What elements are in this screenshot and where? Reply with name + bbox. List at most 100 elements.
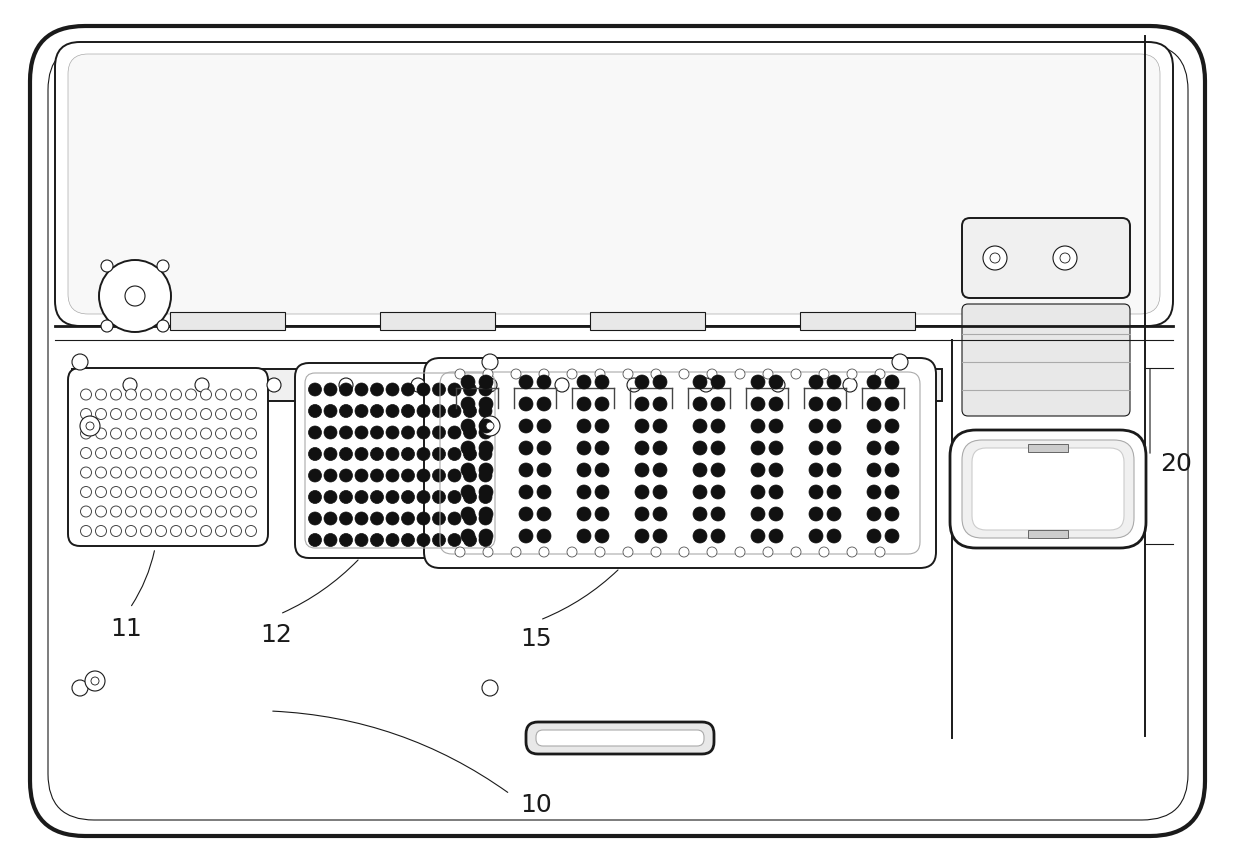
Circle shape bbox=[86, 671, 105, 691]
Circle shape bbox=[693, 463, 707, 477]
FancyBboxPatch shape bbox=[962, 440, 1135, 538]
Circle shape bbox=[751, 375, 765, 389]
Circle shape bbox=[464, 490, 476, 503]
Circle shape bbox=[595, 463, 609, 477]
Circle shape bbox=[653, 485, 667, 499]
Circle shape bbox=[539, 547, 549, 557]
Circle shape bbox=[216, 408, 227, 419]
Circle shape bbox=[769, 441, 782, 455]
Circle shape bbox=[693, 507, 707, 521]
Circle shape bbox=[309, 383, 321, 396]
Circle shape bbox=[983, 246, 1007, 270]
Circle shape bbox=[417, 426, 430, 439]
Circle shape bbox=[355, 405, 368, 418]
Circle shape bbox=[520, 507, 533, 521]
Circle shape bbox=[847, 369, 857, 379]
Circle shape bbox=[355, 490, 368, 503]
Circle shape bbox=[537, 463, 551, 477]
Circle shape bbox=[693, 397, 707, 411]
Circle shape bbox=[417, 533, 430, 546]
Circle shape bbox=[72, 354, 88, 370]
Bar bbox=[1028, 530, 1068, 538]
Circle shape bbox=[81, 467, 92, 478]
Bar bbox=[590, 312, 706, 330]
Circle shape bbox=[95, 526, 107, 537]
Circle shape bbox=[340, 383, 352, 396]
Circle shape bbox=[355, 426, 368, 439]
Circle shape bbox=[81, 526, 92, 537]
Circle shape bbox=[827, 507, 841, 521]
Circle shape bbox=[769, 485, 782, 499]
Circle shape bbox=[537, 441, 551, 455]
Circle shape bbox=[448, 383, 461, 396]
FancyBboxPatch shape bbox=[962, 218, 1130, 298]
Circle shape bbox=[537, 485, 551, 499]
Circle shape bbox=[309, 405, 321, 418]
Circle shape bbox=[157, 260, 169, 272]
Circle shape bbox=[140, 486, 151, 497]
Circle shape bbox=[246, 389, 257, 400]
Circle shape bbox=[595, 507, 609, 521]
Circle shape bbox=[827, 419, 841, 433]
Circle shape bbox=[448, 512, 461, 525]
Circle shape bbox=[577, 507, 591, 521]
Circle shape bbox=[680, 369, 689, 379]
Circle shape bbox=[711, 463, 725, 477]
Circle shape bbox=[324, 448, 337, 461]
Text: 12: 12 bbox=[260, 623, 291, 647]
Circle shape bbox=[595, 397, 609, 411]
FancyBboxPatch shape bbox=[295, 363, 505, 558]
Circle shape bbox=[479, 397, 494, 411]
FancyBboxPatch shape bbox=[950, 430, 1146, 548]
Circle shape bbox=[171, 448, 181, 459]
Text: 11: 11 bbox=[110, 617, 141, 641]
Circle shape bbox=[635, 485, 649, 499]
FancyBboxPatch shape bbox=[68, 54, 1159, 314]
Circle shape bbox=[791, 369, 801, 379]
Circle shape bbox=[769, 397, 782, 411]
Circle shape bbox=[355, 383, 368, 396]
Circle shape bbox=[461, 529, 475, 543]
Circle shape bbox=[711, 419, 725, 433]
Circle shape bbox=[827, 485, 841, 499]
Circle shape bbox=[171, 486, 181, 497]
Circle shape bbox=[433, 512, 445, 525]
Circle shape bbox=[186, 408, 196, 419]
Circle shape bbox=[340, 405, 352, 418]
Circle shape bbox=[707, 547, 717, 557]
Circle shape bbox=[482, 680, 498, 696]
Circle shape bbox=[479, 463, 494, 477]
Circle shape bbox=[125, 448, 136, 459]
Circle shape bbox=[340, 426, 352, 439]
Circle shape bbox=[386, 469, 399, 482]
Circle shape bbox=[577, 485, 591, 499]
Circle shape bbox=[309, 426, 321, 439]
Circle shape bbox=[537, 375, 551, 389]
Circle shape bbox=[246, 506, 257, 517]
Circle shape bbox=[110, 467, 122, 478]
Circle shape bbox=[635, 375, 649, 389]
Circle shape bbox=[693, 529, 707, 543]
Circle shape bbox=[464, 448, 476, 461]
Circle shape bbox=[216, 486, 227, 497]
Circle shape bbox=[479, 448, 492, 461]
Circle shape bbox=[763, 547, 773, 557]
Circle shape bbox=[455, 369, 465, 379]
Circle shape bbox=[110, 506, 122, 517]
Circle shape bbox=[448, 426, 461, 439]
Circle shape bbox=[769, 507, 782, 521]
Circle shape bbox=[622, 369, 632, 379]
Circle shape bbox=[402, 405, 414, 418]
Circle shape bbox=[201, 506, 212, 517]
Circle shape bbox=[520, 529, 533, 543]
Circle shape bbox=[653, 397, 667, 411]
Circle shape bbox=[201, 526, 212, 537]
Circle shape bbox=[711, 441, 725, 455]
Circle shape bbox=[355, 469, 368, 482]
Circle shape bbox=[808, 419, 823, 433]
Circle shape bbox=[751, 397, 765, 411]
Circle shape bbox=[791, 547, 801, 557]
Circle shape bbox=[95, 389, 107, 400]
Circle shape bbox=[622, 547, 632, 557]
Circle shape bbox=[651, 547, 661, 557]
